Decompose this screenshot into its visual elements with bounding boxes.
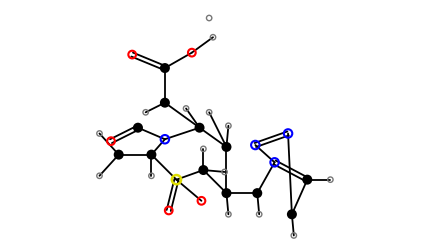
Circle shape [302,175,312,185]
Circle shape [287,209,297,219]
Circle shape [252,188,262,198]
Circle shape [133,123,143,133]
Circle shape [222,142,231,152]
Circle shape [147,150,156,160]
Circle shape [199,165,208,175]
Circle shape [222,188,231,198]
Circle shape [114,150,124,160]
Circle shape [160,98,170,108]
Circle shape [195,123,204,133]
Circle shape [160,63,170,73]
